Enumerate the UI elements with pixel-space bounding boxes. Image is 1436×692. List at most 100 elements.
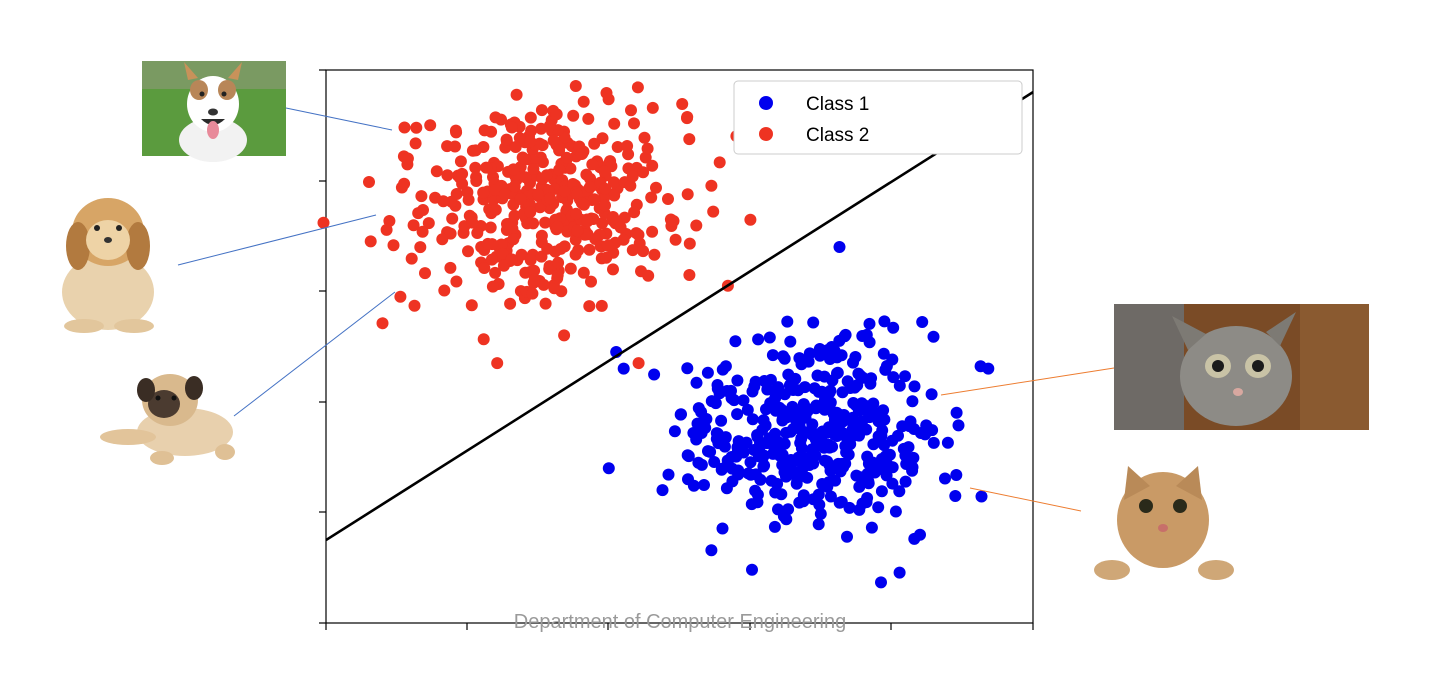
class-1-point	[862, 457, 875, 470]
class-1-point	[798, 452, 811, 465]
class-2-point	[646, 101, 659, 114]
class-1-point	[741, 403, 754, 416]
class-2-point	[505, 121, 518, 134]
class-1-point	[773, 449, 786, 462]
class-1-point	[908, 532, 921, 545]
class-1-point	[715, 463, 728, 476]
class-1-point	[833, 241, 846, 253]
dog-photo-icon	[142, 61, 286, 162]
class-1-point	[893, 485, 906, 498]
class-2-point	[564, 262, 577, 275]
class-2-point	[528, 273, 541, 286]
class-2-point	[405, 252, 418, 265]
class-2-point	[584, 181, 597, 193]
class-1-point	[863, 317, 876, 330]
class-1-point	[859, 399, 872, 412]
class-2-point	[578, 198, 590, 211]
class-1-point	[860, 496, 873, 509]
class-1-point	[836, 386, 849, 399]
class-1-point	[775, 488, 788, 501]
class-2-point	[536, 156, 549, 169]
class-2-point	[470, 175, 483, 187]
class-2-point	[535, 229, 548, 242]
class-2-point	[540, 169, 553, 182]
class-1-point	[816, 425, 829, 438]
class-1-point	[864, 377, 877, 390]
dog-connector-line	[177, 214, 377, 266]
class-1-point	[826, 440, 839, 453]
class-2-point	[491, 357, 504, 370]
class-2-point	[410, 121, 423, 134]
class-1-point	[905, 452, 918, 465]
class-1-point	[853, 480, 866, 493]
class-2-point	[407, 219, 420, 232]
class-1-point	[729, 335, 742, 348]
class-1-point	[725, 392, 738, 405]
class-1-point	[809, 402, 822, 415]
class-1-point	[656, 484, 669, 497]
class-2-point	[489, 203, 502, 216]
class-1-point	[784, 335, 797, 348]
class-2-point	[541, 242, 554, 255]
class-2-point	[363, 176, 375, 188]
class-1-point	[899, 370, 911, 383]
class-1-point	[731, 408, 744, 421]
class-1-point	[908, 423, 920, 435]
dog-photo-icon	[100, 374, 235, 465]
class-2-point	[744, 213, 757, 226]
class-1-point	[939, 472, 951, 485]
legend-label-class-1: Class 1	[806, 94, 869, 115]
class-2-point	[412, 207, 425, 220]
class-2-point	[500, 133, 513, 146]
class-2-point	[628, 206, 641, 219]
scatter-points	[317, 80, 995, 589]
class-1-point	[899, 475, 912, 488]
class-2-point	[528, 264, 541, 277]
class-2-point	[628, 117, 640, 130]
class-1-point	[715, 414, 728, 427]
class-1-point	[701, 366, 714, 379]
class-2-point	[645, 191, 658, 204]
class-2-point	[429, 191, 442, 204]
class-2-point	[553, 144, 566, 157]
class-2-point	[478, 262, 491, 274]
class-2-point	[707, 205, 720, 218]
class-1-point	[863, 336, 876, 349]
class-1-point	[776, 414, 789, 427]
class-2-point	[582, 112, 595, 125]
class-2-point	[577, 95, 590, 108]
class-1-point	[690, 376, 703, 389]
class-1-point	[872, 463, 885, 476]
cat-connector-line	[940, 367, 1115, 396]
dog-connector-line	[285, 107, 393, 131]
class-1-point	[602, 462, 615, 475]
class-2-point	[690, 219, 703, 232]
class-2-point	[607, 263, 619, 276]
class-2-point	[553, 163, 566, 176]
class-2-point	[558, 185, 571, 198]
class-1-point	[757, 460, 770, 473]
class-2-point	[465, 299, 478, 312]
class-1-point	[982, 362, 995, 375]
class-2-point	[450, 275, 463, 288]
class-1-point	[827, 407, 840, 420]
class-2-point	[489, 111, 502, 124]
class-2-point	[544, 192, 557, 205]
class-2-point	[621, 140, 634, 152]
class-1-point	[648, 368, 661, 381]
class-1-point	[926, 424, 939, 437]
class-2-point	[534, 201, 547, 214]
class-1-point	[702, 445, 714, 458]
class-1-point	[872, 415, 885, 428]
class-2-point	[504, 297, 517, 310]
class-2-point	[611, 141, 624, 153]
class-2-point	[484, 221, 497, 234]
class-2-point	[632, 357, 645, 370]
class-2-point	[626, 244, 639, 257]
class-2-point	[387, 239, 400, 252]
class-2-point	[614, 221, 627, 234]
class-2-point	[508, 180, 521, 193]
class-2-point	[681, 188, 694, 201]
class-1-point	[782, 503, 795, 516]
